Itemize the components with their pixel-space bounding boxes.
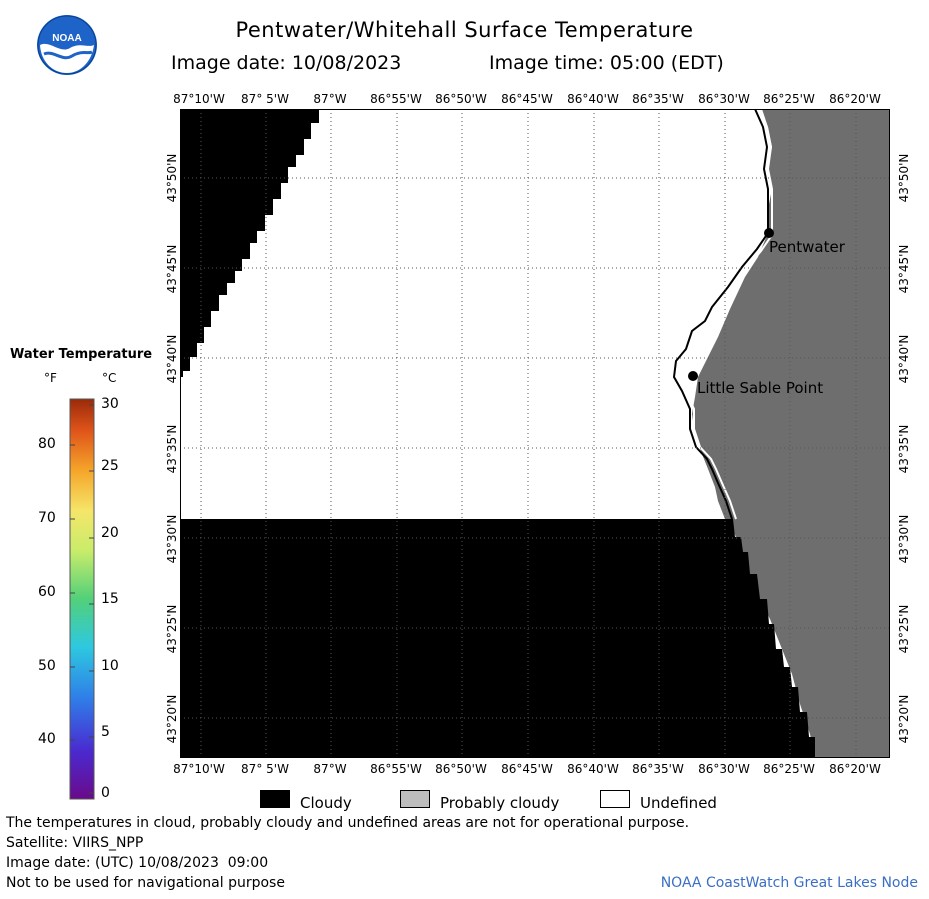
lat-label-left: 43°40'N <box>165 334 179 384</box>
lat-label-right: 43°20'N <box>897 694 911 744</box>
map-canvas[interactable] <box>180 109 890 758</box>
shoreline <box>672 109 769 520</box>
f-tick: 80 <box>38 436 56 452</box>
lat-label-right: 43°40'N <box>897 334 911 384</box>
lon-label-top: 86°35'W <box>632 92 684 106</box>
footer-nav-warning: Not to be used for navigational purpose <box>6 875 285 891</box>
map-frame <box>180 109 890 758</box>
unit-fahrenheit: °F <box>44 371 57 385</box>
lon-label-top: 86°30'W <box>698 92 750 106</box>
cloud-area-south <box>180 519 815 758</box>
footer-note: The temperatures in cloud, probably clou… <box>6 815 690 831</box>
little-sable-point-label: Little Sable Point <box>697 379 824 397</box>
page-title: Pentwater/Whitehall Surface Temperature <box>235 18 694 42</box>
lon-label-top: 86°20'W <box>829 92 881 106</box>
image-time: Image time: 05:00 (EDT) <box>489 52 724 74</box>
land-area <box>692 109 890 758</box>
lat-label-left: 43°50'N <box>165 153 179 203</box>
color-scale-bar <box>69 398 95 800</box>
lon-label-bottom: 87°W <box>313 762 347 776</box>
footer-utc-date: Image date: (UTC) 10/08/2023 09:00 <box>6 855 269 871</box>
unit-celsius: °C <box>102 371 117 385</box>
lon-label-bottom: 86°35'W <box>632 762 684 776</box>
lat-label-left: 43°20'N <box>165 694 179 744</box>
lon-label-bottom: 86°30'W <box>698 762 750 776</box>
lon-label-bottom: 86°20'W <box>829 762 881 776</box>
lon-label-top: 86°40'W <box>567 92 619 106</box>
noaa-logo: NOAA <box>36 14 98 76</box>
lon-label-top: 86°25'W <box>763 92 815 106</box>
lat-label-left: 43°35'N <box>165 424 179 474</box>
key-label-undefined: Undefined <box>640 794 717 812</box>
c-tick: 20 <box>101 525 119 541</box>
key-swatch-undefined <box>600 790 630 808</box>
little-sable-point-marker <box>688 371 698 381</box>
lon-label-bottom: 87° 5'W <box>241 762 289 776</box>
lat-label-right: 43°50'N <box>897 153 911 203</box>
footer-credit: NOAA CoastWatch Great Lakes Node <box>660 875 918 891</box>
key-label-probably-cloudy: Probably cloudy <box>440 794 560 812</box>
lon-label-bottom: 86°45'W <box>501 762 553 776</box>
c-tick: 10 <box>101 658 119 674</box>
lat-label-right: 43°30'N <box>897 514 911 564</box>
footer-satellite: Satellite: VIIRS_NPP <box>6 835 144 851</box>
key-swatch-probably-cloudy <box>400 790 430 808</box>
lat-label-right: 43°25'N <box>897 604 911 654</box>
f-tick: 40 <box>38 731 56 747</box>
lon-label-top: 87° 5'W <box>241 92 289 106</box>
lon-label-bottom: 86°50'W <box>435 762 487 776</box>
lon-label-top: 86°50'W <box>435 92 487 106</box>
lat-label-left: 43°30'N <box>165 514 179 564</box>
lon-label-bottom: 87°10'W <box>173 762 225 776</box>
noaa-logo-text: NOAA <box>52 33 81 44</box>
pentwater-marker <box>764 228 774 238</box>
cloud-area-northwest <box>180 109 319 377</box>
c-tick: 30 <box>101 396 119 412</box>
f-tick: 60 <box>38 584 56 600</box>
f-tick: 50 <box>38 658 56 674</box>
c-tick: 25 <box>101 458 119 474</box>
lat-label-right: 43°35'N <box>897 424 911 474</box>
lon-label-top: 86°55'W <box>370 92 422 106</box>
lon-label-bottom: 86°25'W <box>763 762 815 776</box>
key-label-cloudy: Cloudy <box>300 794 352 812</box>
lon-label-bottom: 86°55'W <box>370 762 422 776</box>
image-date: Image date: 10/08/2023 <box>171 52 402 74</box>
c-tick: 5 <box>101 724 110 740</box>
lon-label-top: 87°W <box>313 92 347 106</box>
c-tick: 15 <box>101 591 119 607</box>
c-tick: 0 <box>101 785 110 801</box>
lon-label-bottom: 86°40'W <box>567 762 619 776</box>
pentwater-label: Pentwater <box>769 238 845 256</box>
f-tick: 70 <box>38 510 56 526</box>
legend-title: Water Temperature <box>10 347 153 362</box>
key-swatch-cloudy <box>260 790 290 808</box>
lat-label-left: 43°45'N <box>165 244 179 294</box>
lat-label-right: 43°45'N <box>897 244 911 294</box>
lat-label-left: 43°25'N <box>165 604 179 654</box>
lon-label-top: 86°45'W <box>501 92 553 106</box>
graticule <box>180 109 890 758</box>
lon-label-top: 87°10'W <box>173 92 225 106</box>
